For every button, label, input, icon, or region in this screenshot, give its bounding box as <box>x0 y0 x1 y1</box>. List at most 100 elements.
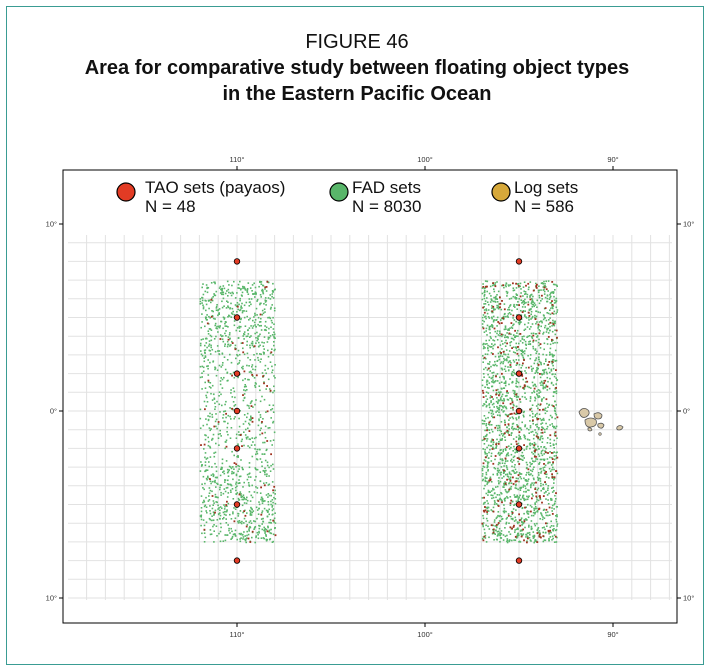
fad-point <box>543 317 546 319</box>
fad-point <box>232 533 235 536</box>
log-point <box>526 380 529 383</box>
fad-point <box>527 288 530 291</box>
fad-point <box>508 383 510 386</box>
fad-point <box>240 318 242 321</box>
log-point <box>494 455 497 457</box>
fad-point <box>503 359 506 361</box>
fad-point <box>227 379 229 382</box>
fad-point <box>523 477 525 480</box>
fad-point <box>230 418 232 420</box>
fad-point <box>254 444 256 446</box>
log-point <box>243 370 246 373</box>
fad-point <box>249 419 252 422</box>
fad-point <box>504 448 507 450</box>
fad-point <box>543 526 545 529</box>
fad-point <box>205 284 208 286</box>
fad-point <box>199 417 202 420</box>
log-point <box>226 500 228 503</box>
log-point <box>491 448 494 450</box>
fad-point <box>224 322 226 325</box>
fad-point <box>487 470 489 472</box>
fad-point <box>489 409 492 412</box>
y-tick-label-right: 10° <box>683 220 694 229</box>
fad-point <box>242 335 244 337</box>
fad-point <box>227 524 229 526</box>
fad-point <box>536 529 538 531</box>
fad-point <box>226 471 229 474</box>
fad-point <box>520 533 522 535</box>
fad-point <box>239 280 241 283</box>
fad-point <box>502 375 504 378</box>
fad-point <box>541 435 543 437</box>
fad-point <box>238 362 240 364</box>
fad-point <box>270 464 272 467</box>
fad-point <box>485 434 488 437</box>
fad-point <box>555 390 558 392</box>
fad-point <box>539 311 541 314</box>
fad-point <box>497 463 500 466</box>
fad-point <box>245 436 248 439</box>
fad-point <box>520 519 522 521</box>
log-point <box>502 402 505 405</box>
fad-point <box>503 433 505 435</box>
fad-point <box>496 306 498 309</box>
fad-point <box>199 470 202 472</box>
fad-point <box>199 376 202 379</box>
fad-point <box>230 518 233 520</box>
fad-point <box>540 435 542 438</box>
fad-point <box>244 389 247 392</box>
fad-point <box>521 534 523 537</box>
fad-point <box>239 491 242 493</box>
fad-point <box>232 387 235 389</box>
fad-point <box>251 536 253 539</box>
fad-point <box>229 489 232 492</box>
fad-point <box>249 287 252 289</box>
fad-point <box>228 333 231 336</box>
fad-point <box>486 440 488 442</box>
fad-point <box>209 505 211 507</box>
fad-point <box>508 298 511 300</box>
fad-point <box>261 313 264 316</box>
fad-point <box>200 326 202 329</box>
fad-point <box>524 424 527 426</box>
fad-point <box>251 366 253 368</box>
fad-point <box>554 417 556 420</box>
fad-point <box>252 510 255 512</box>
fad-point <box>257 335 259 338</box>
fad-point <box>528 443 531 445</box>
fad-point <box>542 387 544 389</box>
fad-point <box>508 471 511 474</box>
fad-point <box>238 434 240 436</box>
fad-point <box>268 332 270 334</box>
log-point <box>241 445 243 447</box>
fad-point <box>494 343 496 346</box>
fad-point <box>535 359 537 361</box>
fad-point <box>539 417 541 420</box>
fad-point <box>514 373 517 375</box>
log-point <box>482 539 485 542</box>
fad-point <box>524 340 527 343</box>
fad-point <box>273 307 276 309</box>
fad-point <box>498 355 500 358</box>
fad-point <box>218 287 221 289</box>
log-point <box>521 311 524 313</box>
fad-point <box>544 473 547 475</box>
fad-point <box>510 333 512 335</box>
fad-point <box>495 525 498 528</box>
log-point <box>250 405 253 407</box>
fad-point <box>517 283 520 285</box>
fad-point <box>258 285 260 288</box>
fad-point <box>508 482 511 484</box>
fad-point <box>265 528 268 531</box>
fad-point <box>265 535 267 537</box>
fad-point <box>217 483 219 485</box>
fad-point <box>550 498 553 500</box>
fad-point <box>239 297 241 300</box>
fad-point <box>514 468 517 471</box>
log-point <box>532 419 534 422</box>
fad-point <box>255 337 257 339</box>
fad-point <box>264 431 266 434</box>
fad-point <box>225 518 227 520</box>
fad-point <box>204 464 207 467</box>
log-point <box>513 524 515 527</box>
